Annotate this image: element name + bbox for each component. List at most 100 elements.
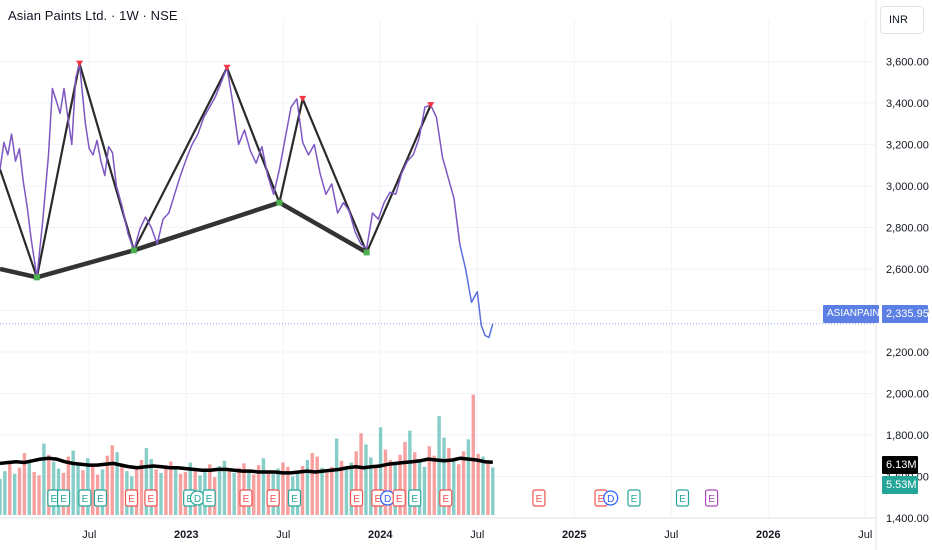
earnings-marker [627, 489, 641, 507]
y-tick-label: 1,400.00 [886, 513, 929, 525]
volume-bar [42, 443, 46, 515]
earnings-marker [439, 489, 453, 507]
volume-bar [383, 449, 388, 515]
volume-bar [456, 464, 461, 515]
event-marker-glyph: D [384, 494, 391, 505]
earnings-marker [266, 489, 280, 507]
earnings-marker [202, 489, 216, 507]
earnings-marker [56, 489, 71, 507]
event-marker-glyph: E [411, 494, 418, 505]
event-marker-glyph: E [186, 494, 193, 505]
volume-bar [388, 459, 393, 515]
earnings-marker [78, 489, 92, 507]
volume-bar [17, 467, 22, 515]
volume-bar [481, 456, 485, 515]
y-tick-label: 3,600.00 [886, 57, 929, 69]
y-tick-label: 2,800.00 [886, 223, 929, 235]
y-axis: 3,600.00 3,400.00 3,200.00 3,000.00 2,800.00… [886, 57, 929, 526]
volume-bar [164, 465, 168, 515]
price-line-recent [459, 243, 494, 339]
volume-bar [3, 471, 7, 515]
x-tick-label: 2024 [368, 529, 393, 541]
volume-bar [139, 459, 144, 515]
volume-bar [437, 416, 441, 515]
volume-bar [32, 472, 36, 515]
volume-bar [476, 453, 480, 515]
volume-bar [403, 441, 407, 515]
volume-bar [344, 468, 349, 515]
volume-bar [320, 467, 324, 515]
volume-bar [281, 462, 285, 515]
volume-bar [149, 459, 153, 515]
volume-bar [408, 430, 412, 515]
price-line-historic [0, 62, 461, 279]
event-marker-glyph: E [375, 494, 382, 505]
volume-bar [491, 467, 495, 515]
earnings-marker [93, 489, 108, 507]
earnings-marker [239, 489, 253, 507]
volume-bar [417, 461, 422, 515]
volume-bar [173, 467, 178, 515]
volume-bar [466, 439, 471, 515]
trough-marker [363, 249, 370, 256]
volume-bar [422, 466, 427, 515]
volume-bar [242, 463, 246, 515]
event-marker-glyph: E [291, 494, 298, 505]
event-marker-glyph: E [598, 494, 605, 505]
event-marker-glyph: E [97, 494, 104, 505]
y-tick-label: 2,600.00 [886, 264, 929, 276]
volume-ma-polyline [0, 456, 493, 475]
volume-bar [330, 466, 334, 515]
volume-bar [447, 447, 451, 515]
volume-bar [432, 455, 436, 515]
volume-bar [12, 473, 17, 515]
volume-bar [188, 462, 192, 515]
volume-value-tag: 5.53M [882, 476, 918, 494]
currency-selector[interactable]: INR [880, 6, 924, 34]
volume-bar [0, 478, 2, 515]
peak-marker [223, 64, 231, 71]
earnings-marker [392, 489, 406, 507]
event-marker-glyph: D [607, 494, 614, 505]
volume-bar [471, 394, 475, 515]
volume-bar [315, 456, 319, 515]
split-marker [704, 489, 719, 507]
x-tick-label: Jul [858, 529, 872, 541]
y-tick-label: 1,800.00 [886, 430, 929, 442]
volume-bar [110, 445, 114, 515]
volume-bar [237, 467, 241, 515]
volume-bar [120, 463, 124, 515]
earnings-marker [144, 489, 158, 507]
symbol-price-tag: ASIANPAINT [823, 305, 886, 323]
y-tick-label: 3,000.00 [886, 181, 929, 193]
volume-bar [169, 461, 173, 515]
volume-bar [310, 453, 314, 515]
x-tick-label: 2023 [174, 529, 198, 541]
event-marker-glyph: E [631, 494, 638, 505]
earnings-marker [675, 489, 690, 507]
volume-bar [349, 462, 354, 515]
event-marker-glyph: D [194, 494, 201, 505]
volume-bar [86, 458, 90, 515]
volume-bar [22, 453, 27, 515]
volume-bar [256, 465, 261, 515]
earnings-marker [124, 489, 139, 507]
volume-bar [261, 458, 266, 515]
volume-bar [105, 455, 110, 515]
earnings-marker [287, 489, 302, 507]
event-marker-glyph: E [128, 494, 135, 505]
volume-bar [369, 457, 373, 515]
chart-title: Asian Paints Ltd. · 1W · NSE [8, 8, 178, 23]
volume-bar [227, 471, 232, 515]
peak-marker [299, 95, 307, 102]
volume-bar [378, 427, 383, 515]
volume-bar [217, 465, 222, 515]
x-tick-label: Jul [276, 529, 290, 541]
event-marker-glyph: E [148, 494, 155, 505]
y-tick-label: 3,400.00 [886, 98, 929, 110]
volume-bar [461, 451, 466, 515]
volume-bar [300, 465, 305, 515]
volume-bar [452, 459, 456, 515]
